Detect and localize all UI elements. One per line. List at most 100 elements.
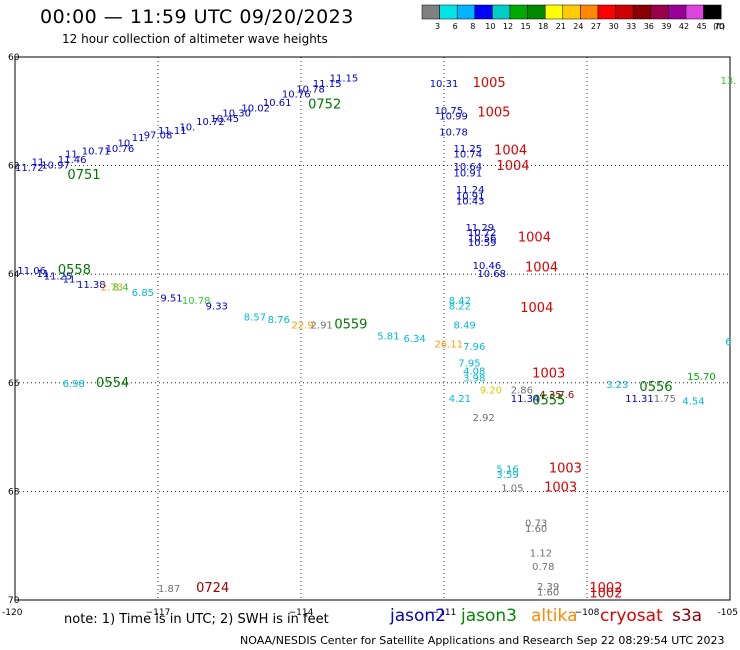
- legend-swatch: [492, 4, 511, 20]
- wave-height-label: 11.31: [625, 394, 654, 405]
- wave-height-label: 15.70: [687, 372, 716, 383]
- legend-tick-label: 24: [573, 22, 583, 31]
- legend-swatch: [632, 4, 652, 20]
- legend-swatch: [421, 4, 440, 20]
- legend-sat-altika: altika: [531, 606, 578, 626]
- lat-tick-label: 66: [8, 379, 20, 389]
- wave-height-label: 9.20: [480, 386, 502, 397]
- wave-height-label: 10.68: [477, 269, 506, 280]
- map-subtitle: 12 hour collection of altimeter wave hei…: [62, 32, 328, 46]
- legend-tick-label: 8: [470, 22, 475, 31]
- legend-tick-label: 18: [538, 22, 548, 31]
- legend-tick-label: 70: [714, 22, 724, 31]
- wave-height-label: 11.34: [511, 394, 540, 405]
- legend-swatch: [650, 4, 669, 20]
- wave-height-label: 6.98: [63, 379, 85, 390]
- track-time-label: 0555: [532, 394, 565, 409]
- wave-height-label: 1.60: [525, 524, 547, 535]
- wave-height-label: 22.9: [291, 321, 313, 332]
- wave-height-label: 10.71: [82, 147, 111, 158]
- legend-tick-label: 12: [503, 22, 513, 31]
- track-time-label: 0556: [639, 380, 672, 395]
- lon-tick-label: -120: [2, 608, 23, 618]
- lon-tick-label: -105: [718, 608, 738, 618]
- wave-height-label: 4.54: [682, 397, 704, 408]
- wave-height-label: 10.72: [468, 228, 497, 239]
- wave-height-label: 11.15: [313, 79, 342, 90]
- wave-height-label: 11.25: [44, 272, 73, 283]
- wave-height-label: 9.51: [160, 293, 182, 304]
- wave-height-label: 1.60: [537, 588, 559, 599]
- wave-height-label: 11.: [63, 274, 79, 285]
- wave-height-label: 11.29: [465, 223, 494, 234]
- wave-height-label: 9.33: [206, 301, 228, 312]
- wave-height-label: 10.91: [454, 168, 483, 179]
- wave-height-label: 2.39: [537, 582, 559, 593]
- wave-height-label: 10.56: [468, 234, 497, 245]
- legend-tick-label: 30: [609, 22, 619, 31]
- wave-height-label: 26.11: [434, 340, 463, 351]
- legend-swatch: [668, 4, 687, 20]
- track-time-label: 1005: [477, 106, 510, 121]
- wave-height-label: 10.: [117, 139, 133, 150]
- wave-height-label: 3.59: [496, 470, 518, 481]
- wave-height-label: 11.: [32, 158, 48, 169]
- legend-swatch: [509, 4, 528, 20]
- wave-height-label: 2.73: [101, 282, 123, 293]
- legend-tick-label: 42: [679, 22, 689, 31]
- legend-swatch: [597, 4, 616, 20]
- lat-tick-label: 64: [8, 270, 20, 280]
- track-time-label: 0554: [96, 376, 129, 391]
- legend-swatch: [544, 4, 564, 20]
- track-time-label: 1005: [473, 76, 506, 91]
- legend-sat-s3a: s3a: [672, 606, 703, 626]
- track-time-label: 0559: [334, 318, 367, 333]
- legend-swatch: [685, 4, 704, 20]
- wave-height-label: 10.97: [41, 160, 70, 171]
- track-time-label: 1004: [494, 144, 527, 159]
- lon-tick-label: −108: [575, 608, 600, 618]
- wave-height-label: 7.6: [558, 390, 574, 401]
- legend-tick-label: 39: [661, 22, 671, 31]
- wave-height-label: 10.76: [106, 144, 135, 155]
- legend-tick-label: 3: [435, 22, 440, 31]
- wave-height-label: 8.42: [449, 296, 471, 307]
- lat-tick-label: 70: [8, 596, 20, 606]
- legend-swatch: [456, 4, 476, 20]
- legend-tick-label: 6: [453, 22, 458, 31]
- wave-height-label: 10.45: [210, 114, 239, 125]
- wave-height-label: 11.06: [17, 266, 46, 277]
- wave-height-label: 1.12: [530, 549, 552, 560]
- track-time-label: 1002: [589, 586, 622, 601]
- wave-height-label: 8.76: [268, 315, 290, 326]
- track-time-label: 1004: [518, 231, 551, 246]
- wave-height-label: 1.87: [158, 584, 180, 595]
- track-time-label: 1004: [525, 260, 558, 275]
- lat-tick-label: 62: [8, 162, 19, 172]
- wave-height-label: 4.08: [463, 367, 485, 378]
- wave-height-label: 11.: [36, 269, 52, 280]
- legend-tick-label: 15: [521, 22, 531, 31]
- track-time-label: 0752: [308, 98, 341, 113]
- legend-tick-label: 10: [485, 22, 495, 31]
- lat-tick-label: 60: [8, 53, 20, 63]
- track-time-label: 1003: [544, 480, 577, 495]
- legend-sat-jason2: jason2: [390, 606, 446, 626]
- wave-height-label: 10.30: [222, 109, 251, 120]
- wave-height-label: 3.23: [606, 380, 628, 391]
- wave-height-label: 6.85: [132, 288, 154, 299]
- legend-tick-label: 33: [626, 22, 636, 31]
- track-time-label: 0724: [196, 581, 229, 596]
- wave-height-label: 10.61: [263, 98, 292, 109]
- wave-height-label: 5.16: [496, 464, 518, 475]
- lon-tick-label: −114: [289, 608, 314, 618]
- legend-tick-label: 21: [556, 22, 566, 31]
- wave-height-label: 4.35: [539, 390, 561, 401]
- legend-unit-label: (ft): [713, 22, 725, 31]
- track-time-label: 1002: [589, 581, 622, 596]
- wave-height-label: 11.15: [330, 73, 359, 84]
- footer-note: note: 1) Time is in UTC; 2) SWH is in fe…: [64, 612, 329, 627]
- lon-tick-label: −111: [432, 608, 457, 618]
